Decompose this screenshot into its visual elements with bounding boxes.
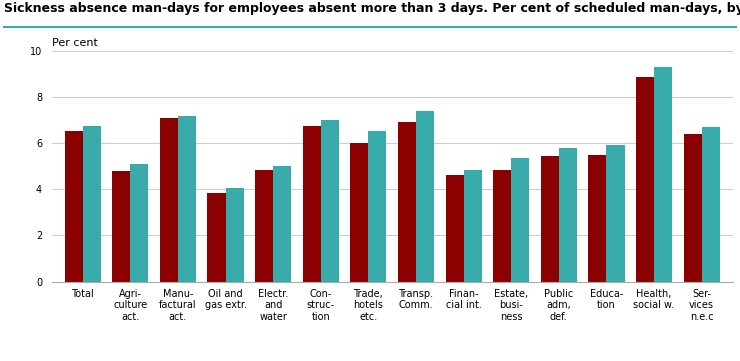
Bar	[350, 143, 369, 282]
Bar	[273, 166, 292, 282]
Bar	[83, 126, 101, 282]
Bar	[226, 188, 243, 282]
Bar	[178, 116, 196, 282]
Bar	[607, 145, 625, 282]
Bar	[130, 164, 149, 282]
Bar	[541, 156, 559, 282]
Bar	[684, 134, 702, 282]
Bar	[493, 170, 511, 282]
Bar	[559, 148, 577, 282]
Bar	[464, 170, 482, 282]
Bar	[64, 131, 83, 282]
Text: Per cent: Per cent	[52, 38, 98, 48]
Bar	[207, 193, 226, 282]
Bar	[636, 77, 654, 282]
Bar	[398, 122, 416, 282]
Bar	[112, 171, 130, 282]
Bar	[303, 126, 320, 282]
Bar	[588, 155, 607, 282]
Bar	[255, 170, 273, 282]
Bar	[445, 175, 464, 282]
Bar	[511, 158, 529, 282]
Bar	[369, 131, 386, 282]
Text: Sickness absence man-days for employees absent more than 3 days. Per cent of sch: Sickness absence man-days for employees …	[4, 2, 740, 15]
Bar	[320, 120, 339, 282]
Bar	[702, 127, 720, 282]
Bar	[160, 118, 178, 282]
Bar	[654, 67, 672, 282]
Bar	[416, 110, 434, 282]
